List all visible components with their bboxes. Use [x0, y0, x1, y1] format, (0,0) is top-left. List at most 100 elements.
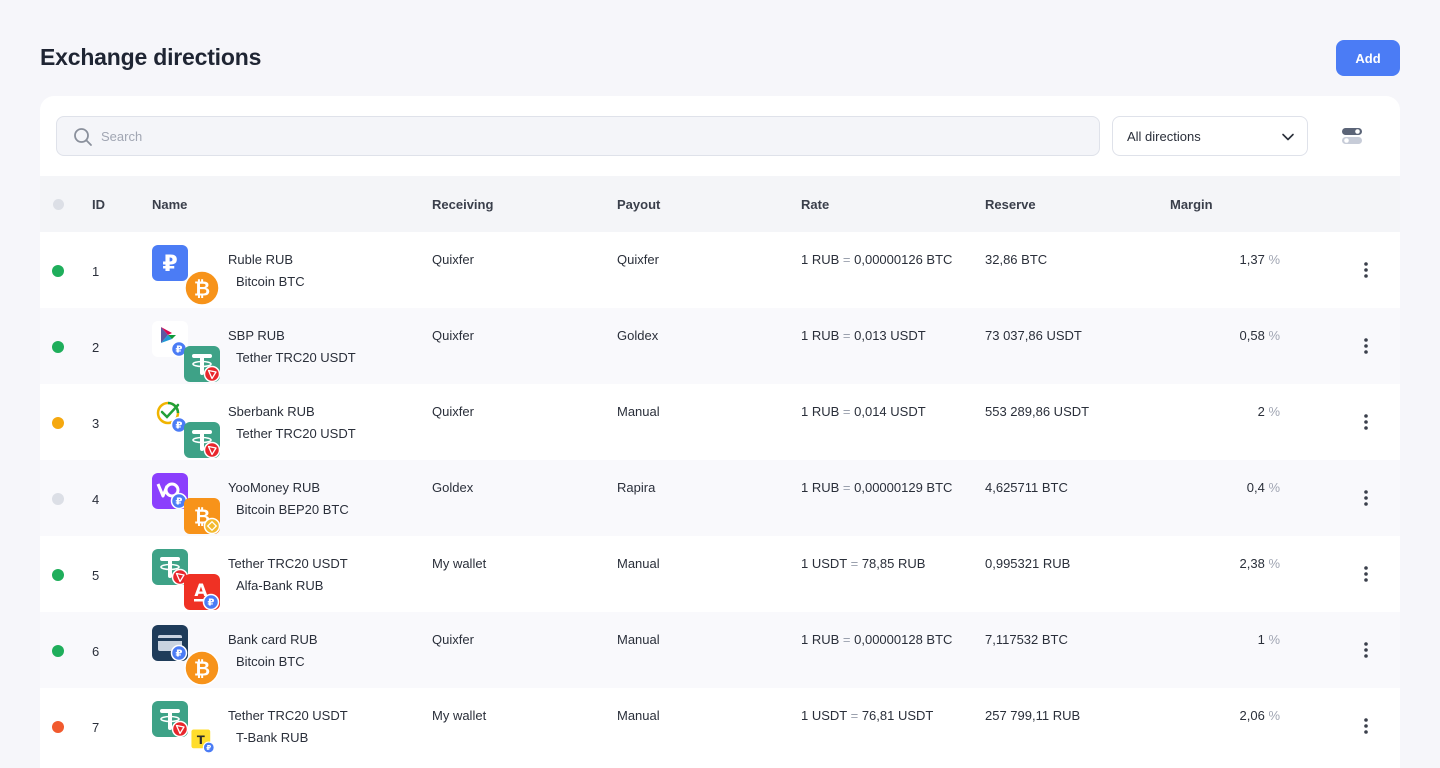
currency-pair-icons: T ₽ — [152, 700, 224, 756]
rate-to: 0,013 USDT — [854, 328, 926, 343]
payout-provider: Manual — [617, 404, 660, 419]
table-row[interactable]: 3 ₽ Sberbank RUB Tether TRC20 USDT Quixf… — [40, 384, 1400, 460]
rate-equals: = — [839, 632, 855, 647]
t-bank-icon: T ₽ — [190, 728, 216, 754]
alfa-bank-icon: A ₽ — [184, 574, 220, 611]
reserve-amount: 0,995321 RUB — [985, 556, 1071, 571]
search-box[interactable] — [56, 116, 1100, 156]
exchange-rate: 1 RUB = 0,00000128 BTC — [801, 632, 952, 647]
from-currency-name: Tether TRC20 USDT — [228, 708, 348, 723]
status-indicator — [52, 645, 64, 657]
more-vertical-icon[interactable] — [1356, 716, 1376, 736]
receiving-provider: Quixfer — [432, 252, 474, 267]
to-currency-name: Bitcoin BTC — [236, 654, 305, 669]
rate-to: 78,85 RUB — [861, 556, 926, 571]
from-currency-name: YooMoney RUB — [228, 480, 321, 495]
row-id: 5 — [92, 568, 100, 583]
currency-pair-icons: ₽ ₿ — [152, 624, 224, 686]
more-vertical-icon[interactable] — [1356, 488, 1376, 508]
rate-from: 1 RUB — [801, 480, 840, 495]
currency-pair-icons: A ₽ — [152, 548, 224, 611]
column-id[interactable]: ID — [92, 197, 105, 212]
receiving-provider: Goldex — [432, 480, 474, 495]
payout-provider: Manual — [617, 708, 660, 723]
rate-from: 1 RUB — [801, 632, 840, 647]
table-header: ID Name Receiving Payout Rate Reserve Ma… — [40, 176, 1400, 232]
sbp-icon: ₽ — [152, 321, 188, 358]
from-currency-name: Tether TRC20 USDT — [228, 556, 348, 571]
columns-toggle-icon[interactable] — [1342, 126, 1362, 146]
to-currency-name: Tether TRC20 USDT — [236, 426, 356, 441]
tether-trc20-icon — [184, 346, 221, 383]
column-reserve[interactable]: Reserve — [985, 197, 1036, 212]
margin-value: 2 % — [1258, 404, 1280, 419]
reserve-amount: 4,625711 BTC — [985, 480, 1068, 495]
direction-filter-select[interactable]: All directions — [1112, 116, 1308, 156]
currency-pair-icons: ₽ ₿ — [152, 244, 224, 306]
rate-from: 1 RUB — [801, 404, 840, 419]
table-row[interactable]: 2 ₽ SBP RUB Tether TRC20 USDT Quixfer Go… — [40, 308, 1400, 384]
column-rate[interactable]: Rate — [801, 197, 830, 212]
rate-equals: = — [839, 252, 855, 267]
svg-text:₽: ₽ — [206, 743, 211, 752]
payout-provider: Rapira — [617, 480, 656, 495]
row-id: 4 — [92, 492, 100, 507]
from-currency-name: Sberbank RUB — [228, 404, 315, 419]
percent-sign: % — [1264, 404, 1280, 419]
status-indicator — [52, 417, 64, 429]
more-vertical-icon[interactable] — [1356, 412, 1376, 432]
directions-card: All directions ID Name Receiving Payout … — [40, 96, 1400, 768]
more-vertical-icon[interactable] — [1356, 640, 1376, 660]
search-input[interactable] — [101, 117, 1091, 155]
reserve-amount: 7,117532 BTC — [985, 632, 1068, 647]
add-button[interactable]: Add — [1336, 40, 1400, 76]
more-vertical-icon[interactable] — [1356, 336, 1376, 356]
percent-sign: % — [1264, 708, 1280, 723]
payout-provider: Quixfer — [617, 252, 659, 267]
svg-text:T: T — [197, 733, 205, 747]
svg-text:A: A — [194, 581, 208, 601]
receiving-provider: Quixfer — [432, 404, 474, 419]
ruble-icon: ₽ — [152, 245, 188, 281]
margin-number: 0,58 — [1239, 328, 1265, 343]
margin-value: 0,58 % — [1240, 328, 1280, 343]
exchange-rate: 1 USDT = 76,81 USDT — [801, 708, 933, 723]
column-name[interactable]: Name — [152, 197, 188, 212]
payout-provider: Manual — [617, 632, 660, 647]
table-row[interactable]: 5 A ₽ Tether TRC20 USDT Alfa-Bank RUB My … — [40, 536, 1400, 612]
rate-to: 76,81 USDT — [861, 708, 934, 723]
tether-trc20-icon — [152, 701, 189, 738]
svg-text:₽: ₽ — [208, 598, 215, 609]
more-vertical-icon[interactable] — [1356, 260, 1376, 280]
rate-from: 1 RUB — [801, 328, 840, 343]
table-row[interactable]: 1 ₽ ₿ Ruble RUB Bitcoin BTC Quixfer Quix… — [40, 232, 1400, 308]
row-id: 7 — [92, 720, 100, 735]
table-row[interactable]: 4 ₽ ₿ YooMoney RUB Bitcoin BEP20 BTC Gol… — [40, 460, 1400, 536]
margin-value: 0,4 % — [1247, 480, 1280, 495]
page-title: Exchange directions — [40, 44, 262, 70]
svg-text:₽: ₽ — [176, 649, 183, 660]
status-indicator — [52, 721, 64, 733]
table-row[interactable]: 6 ₽ ₿ Bank card RUB Bitcoin BTC Quixfer … — [40, 612, 1400, 688]
percent-sign: % — [1264, 252, 1280, 267]
svg-text:₽: ₽ — [162, 252, 177, 277]
currency-pair-icons: ₽ — [152, 320, 224, 383]
direction-filter-value: All directions — [1127, 129, 1201, 144]
to-currency-name: Tether TRC20 USDT — [236, 350, 356, 365]
more-vertical-icon[interactable] — [1356, 564, 1376, 584]
column-receiving[interactable]: Receiving — [432, 197, 494, 212]
bank-card-icon: ₽ — [152, 625, 188, 662]
column-payout[interactable]: Payout — [617, 197, 661, 212]
status-header-dot — [53, 199, 64, 210]
currency-pair-icons: ₽ — [152, 396, 224, 459]
exchange-rate: 1 USDT = 78,85 RUB — [801, 556, 925, 571]
margin-value: 1,37 % — [1240, 252, 1280, 267]
status-indicator — [52, 493, 64, 505]
margin-value: 1 % — [1258, 632, 1280, 647]
rate-to: 0,00000128 BTC — [854, 632, 953, 647]
rate-to: 0,014 USDT — [854, 404, 926, 419]
bitcoin-icon: ₿ — [184, 650, 220, 686]
rate-from: 1 USDT — [801, 708, 847, 723]
table-row[interactable]: 7 T ₽ Tether TRC20 USDT T-Bank RUB My wal… — [40, 688, 1400, 764]
column-margin[interactable]: Margin — [1170, 197, 1213, 212]
